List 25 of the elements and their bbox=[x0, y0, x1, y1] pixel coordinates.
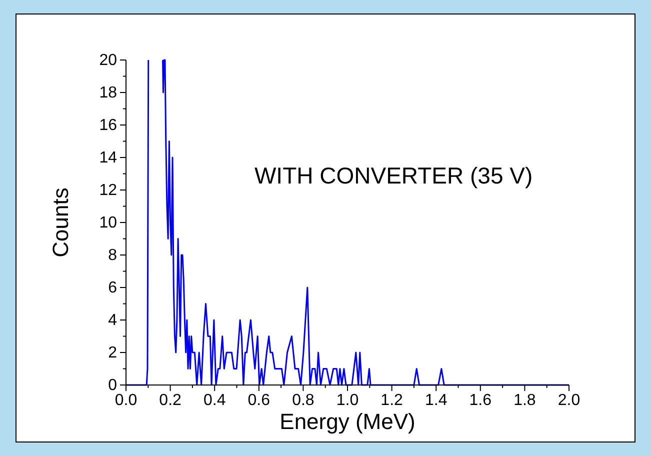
x-tick-label: 0.0 bbox=[114, 392, 138, 409]
y-tick-label: 4 bbox=[108, 312, 118, 329]
y-tick-label: 14 bbox=[99, 150, 118, 166]
x-tick-label: 0.6 bbox=[248, 392, 270, 409]
annotation: WITH CONVERTER (35 V) bbox=[254, 162, 533, 188]
y-tick-label: 0 bbox=[108, 377, 118, 394]
x-tick-label: 0.4 bbox=[203, 392, 226, 409]
x-tick-label: 1.2 bbox=[380, 392, 404, 409]
y-tick-label: 8 bbox=[108, 247, 118, 264]
x-tick-label: 1.8 bbox=[514, 392, 536, 409]
y-tick-label: 6 bbox=[108, 280, 118, 296]
y-axis-title: Counts bbox=[48, 188, 73, 258]
x-tick-label: 1.6 bbox=[469, 392, 492, 409]
x-tick-label: 2.0 bbox=[558, 392, 580, 409]
y-tick-label: 12 bbox=[99, 182, 118, 199]
x-tick-label: 1.4 bbox=[424, 392, 448, 409]
x-tick-label: 0.2 bbox=[159, 392, 182, 409]
y-tick-label: 16 bbox=[99, 117, 118, 134]
y-tick-label: 18 bbox=[99, 84, 118, 102]
x-tick-label: 0.8 bbox=[292, 392, 314, 409]
x-tick-label: 1.0 bbox=[336, 392, 359, 409]
y-tick-label: 10 bbox=[99, 214, 118, 232]
x-axis-title: Energy (MeV) bbox=[280, 409, 416, 434]
y-tick-label: 2 bbox=[108, 344, 118, 362]
y-tick-label: 20 bbox=[99, 52, 118, 69]
